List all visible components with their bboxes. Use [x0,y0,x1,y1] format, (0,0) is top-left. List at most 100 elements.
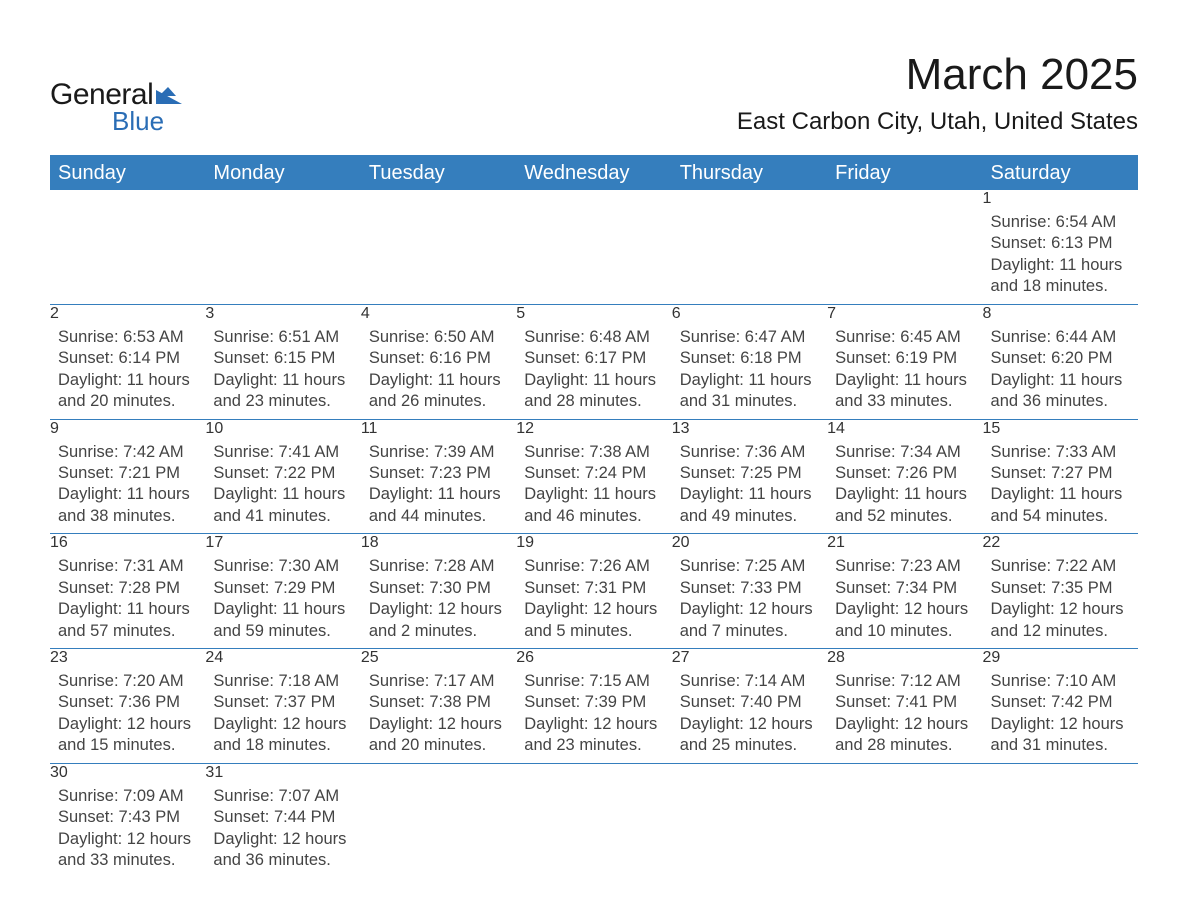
day-content: Sunrise: 7:10 AMSunset: 7:42 PMDaylight:… [983,667,1138,763]
day-sunrise: Sunrise: 7:26 AM [524,556,663,577]
day-cell [827,763,982,877]
day-daylight: Daylight: 11 hours and 59 minutes. [213,599,352,642]
day-sunset: Sunset: 7:26 PM [835,463,974,484]
day-cell: 2Sunrise: 6:53 AMSunset: 6:14 PMDaylight… [50,304,205,419]
day-daylight: Daylight: 12 hours and 36 minutes. [213,829,352,872]
calendar-body: 1Sunrise: 6:54 AMSunset: 6:13 PMDaylight… [50,190,1138,878]
day-daylight: Daylight: 12 hours and 18 minutes. [213,714,352,757]
day-sunset: Sunset: 7:24 PM [524,463,663,484]
day-cell: 5Sunrise: 6:48 AMSunset: 6:17 PMDaylight… [516,304,671,419]
day-daylight: Daylight: 11 hours and 33 minutes. [835,370,974,413]
day-header: Thursday [672,156,827,190]
day-daylight: Daylight: 11 hours and 44 minutes. [369,484,508,527]
day-daylight: Daylight: 11 hours and 18 minutes. [991,255,1130,298]
day-daylight: Daylight: 11 hours and 26 minutes. [369,370,508,413]
day-sunrise: Sunrise: 7:36 AM [680,442,819,463]
day-daylight: Daylight: 11 hours and 23 minutes. [213,370,352,413]
header-area: General Blue March 2025 East Carbon City… [50,50,1138,137]
day-daylight: Daylight: 12 hours and 31 minutes. [991,714,1130,757]
day-sunset: Sunset: 7:39 PM [524,692,663,713]
day-number: 22 [983,534,1138,552]
day-sunrise: Sunrise: 6:54 AM [991,212,1130,233]
day-cell: 21Sunrise: 7:23 AMSunset: 7:34 PMDayligh… [827,534,982,649]
calendar-thead: SundayMondayTuesdayWednesdayThursdayFrid… [50,156,1138,190]
day-sunrise: Sunrise: 7:23 AM [835,556,974,577]
day-sunrise: Sunrise: 7:18 AM [213,671,352,692]
day-cell: 12Sunrise: 7:38 AMSunset: 7:24 PMDayligh… [516,419,671,534]
day-number: 15 [983,420,1138,438]
day-content-empty [983,782,1138,792]
day-cell [672,763,827,877]
day-number: 8 [983,305,1138,323]
day-number: 5 [516,305,671,323]
day-sunrise: Sunrise: 6:48 AM [524,327,663,348]
day-daylight: Daylight: 12 hours and 20 minutes. [369,714,508,757]
day-content: Sunrise: 7:17 AMSunset: 7:38 PMDaylight:… [361,667,516,763]
day-content-empty [361,208,516,218]
day-cell: 13Sunrise: 7:36 AMSunset: 7:25 PMDayligh… [672,419,827,534]
day-header: Friday [827,156,982,190]
day-cell: 15Sunrise: 7:33 AMSunset: 7:27 PMDayligh… [983,419,1138,534]
day-number-empty [516,190,671,208]
day-sunrise: Sunrise: 7:22 AM [991,556,1130,577]
month-title: March 2025 [737,50,1138,100]
day-number: 20 [672,534,827,552]
day-daylight: Daylight: 11 hours and 38 minutes. [58,484,197,527]
day-cell: 17Sunrise: 7:30 AMSunset: 7:29 PMDayligh… [205,534,360,649]
day-content: Sunrise: 7:14 AMSunset: 7:40 PMDaylight:… [672,667,827,763]
day-content-empty [827,782,982,792]
day-number-empty [516,764,671,782]
day-content: Sunrise: 6:51 AMSunset: 6:15 PMDaylight:… [205,323,360,419]
day-number: 7 [827,305,982,323]
day-number: 4 [361,305,516,323]
day-number: 16 [50,534,205,552]
day-cell [516,190,671,304]
day-content: Sunrise: 7:23 AMSunset: 7:34 PMDaylight:… [827,552,982,648]
day-sunrise: Sunrise: 6:53 AM [58,327,197,348]
day-content: Sunrise: 7:26 AMSunset: 7:31 PMDaylight:… [516,552,671,648]
day-content: Sunrise: 6:50 AMSunset: 6:16 PMDaylight:… [361,323,516,419]
day-content: Sunrise: 7:22 AMSunset: 7:35 PMDaylight:… [983,552,1138,648]
day-cell: 31Sunrise: 7:07 AMSunset: 7:44 PMDayligh… [205,763,360,877]
day-content: Sunrise: 7:38 AMSunset: 7:24 PMDaylight:… [516,438,671,534]
day-number: 13 [672,420,827,438]
day-sunrise: Sunrise: 7:28 AM [369,556,508,577]
day-cell [205,190,360,304]
brand-text-blue: Blue [112,106,182,137]
day-sunrise: Sunrise: 7:33 AM [991,442,1130,463]
calendar-table: SundayMondayTuesdayWednesdayThursdayFrid… [50,155,1138,878]
day-number: 11 [361,420,516,438]
day-number-empty [672,764,827,782]
day-content: Sunrise: 7:15 AMSunset: 7:39 PMDaylight:… [516,667,671,763]
day-sunrise: Sunrise: 7:17 AM [369,671,508,692]
day-number: 23 [50,649,205,667]
day-number-empty [827,764,982,782]
day-number: 17 [205,534,360,552]
day-daylight: Daylight: 11 hours and 52 minutes. [835,484,974,527]
day-sunrise: Sunrise: 7:15 AM [524,671,663,692]
day-number-empty [983,764,1138,782]
day-content: Sunrise: 7:12 AMSunset: 7:41 PMDaylight:… [827,667,982,763]
day-sunset: Sunset: 6:15 PM [213,348,352,369]
day-content: Sunrise: 6:45 AMSunset: 6:19 PMDaylight:… [827,323,982,419]
day-sunrise: Sunrise: 6:47 AM [680,327,819,348]
day-cell: 20Sunrise: 7:25 AMSunset: 7:33 PMDayligh… [672,534,827,649]
week-row: 9Sunrise: 7:42 AMSunset: 7:21 PMDaylight… [50,419,1138,534]
day-header: Monday [205,156,360,190]
day-sunrise: Sunrise: 7:20 AM [58,671,197,692]
day-content: Sunrise: 7:42 AMSunset: 7:21 PMDaylight:… [50,438,205,534]
day-cell: 24Sunrise: 7:18 AMSunset: 7:37 PMDayligh… [205,649,360,764]
day-sunset: Sunset: 7:43 PM [58,807,197,828]
day-sunrise: Sunrise: 7:25 AM [680,556,819,577]
day-daylight: Daylight: 12 hours and 33 minutes. [58,829,197,872]
day-sunrise: Sunrise: 7:10 AM [991,671,1130,692]
day-sunset: Sunset: 6:18 PM [680,348,819,369]
day-content-empty [361,782,516,792]
day-daylight: Daylight: 11 hours and 41 minutes. [213,484,352,527]
day-sunrise: Sunrise: 7:42 AM [58,442,197,463]
day-daylight: Daylight: 12 hours and 10 minutes. [835,599,974,642]
day-cell: 29Sunrise: 7:10 AMSunset: 7:42 PMDayligh… [983,649,1138,764]
day-sunset: Sunset: 7:30 PM [369,578,508,599]
day-number: 14 [827,420,982,438]
day-cell: 30Sunrise: 7:09 AMSunset: 7:43 PMDayligh… [50,763,205,877]
